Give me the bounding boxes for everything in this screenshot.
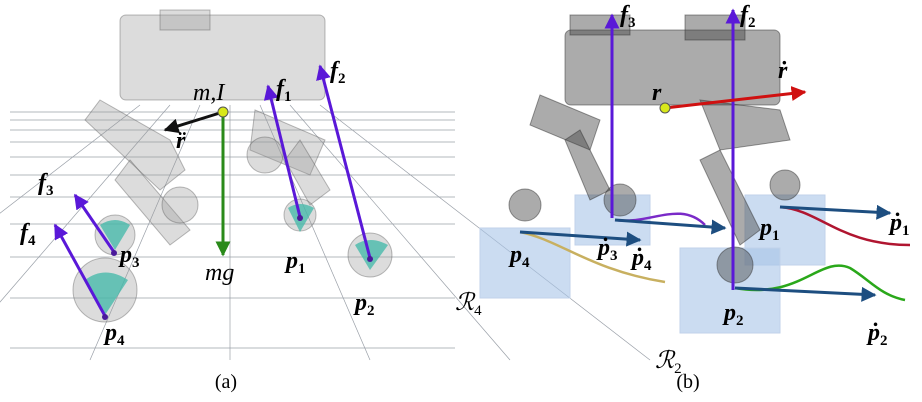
label: r̈ xyxy=(176,128,186,154)
label: p1 xyxy=(284,248,306,277)
label: ṗ4 xyxy=(630,245,652,274)
label: r xyxy=(652,80,662,106)
label: ṗ2 xyxy=(866,320,888,349)
label: ℛ4 xyxy=(455,290,482,319)
label: f2 xyxy=(330,58,346,87)
label: mg xyxy=(205,260,234,286)
label: f3 xyxy=(38,170,54,199)
label: f3 xyxy=(620,2,636,31)
label: p4 xyxy=(103,320,125,349)
label: f4 xyxy=(20,220,36,249)
figure: m,I r̈ mg f1 f2 f3 f4 p1 p2 p3 p4 (a) f3… xyxy=(0,0,922,402)
contact-points-a xyxy=(102,215,373,320)
labels-a: m,I r̈ mg f1 f2 f3 f4 p1 p2 p3 p4 (a) xyxy=(20,58,375,393)
com-b xyxy=(660,103,670,113)
caption: (a) xyxy=(215,371,237,393)
label: m,I xyxy=(193,80,225,106)
label: f2 xyxy=(740,2,756,31)
label: p3 xyxy=(118,242,140,271)
label: ṗ1 xyxy=(888,210,910,239)
label: p2 xyxy=(353,290,375,319)
caption: (b) xyxy=(676,371,699,393)
label: ṙ xyxy=(778,58,788,84)
com xyxy=(218,107,228,117)
